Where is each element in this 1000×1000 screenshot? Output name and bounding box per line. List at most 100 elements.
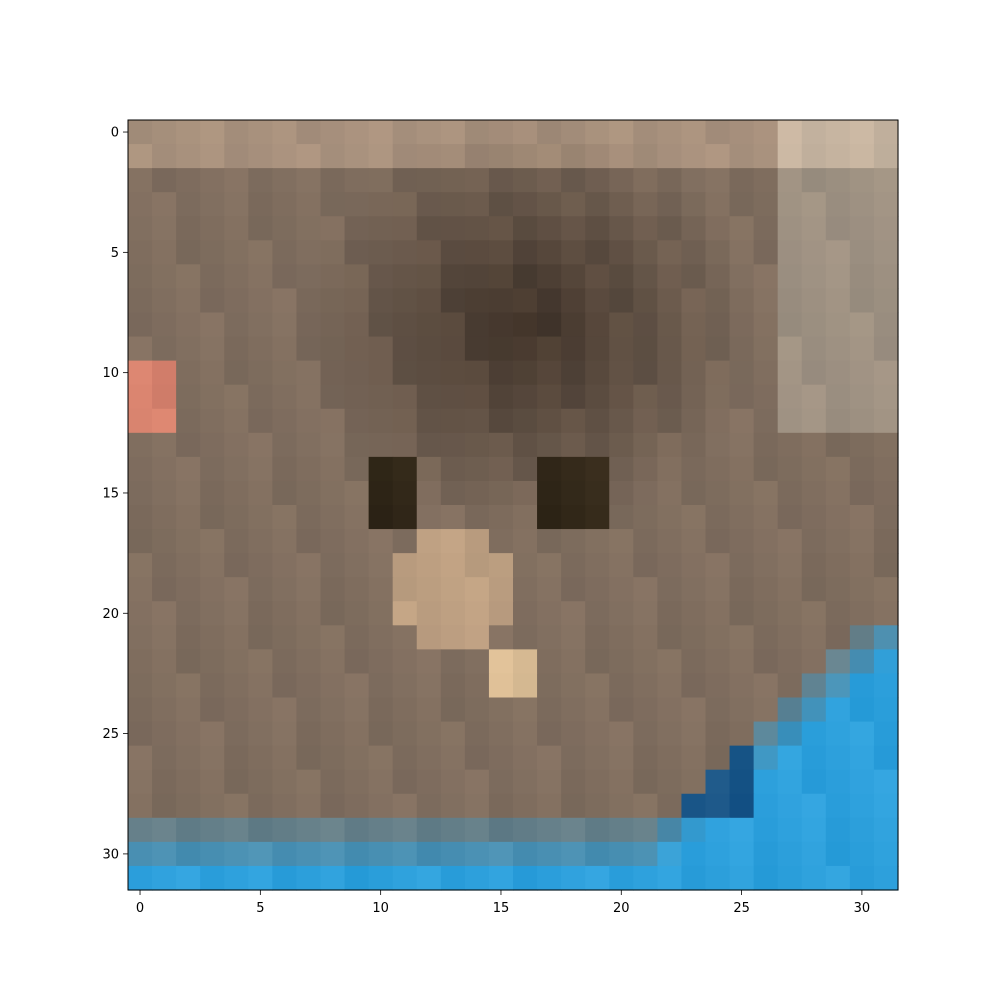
pixel-cell: [873, 360, 899, 386]
pixel-cell: [609, 697, 634, 723]
pixel-cell: [777, 793, 803, 819]
pixel-cell: [729, 192, 755, 217]
pixel-cell: [825, 553, 851, 578]
pixel-cell: [248, 865, 273, 891]
pixel-cell: [296, 192, 322, 217]
pixel-cell: [513, 673, 538, 699]
pixel-cell: [200, 817, 225, 843]
pixel-cell: [729, 264, 755, 290]
pixel-cell: [609, 817, 634, 843]
pixel-cell: [296, 240, 322, 265]
pixel-cell: [585, 697, 610, 723]
pixel-cell: [873, 192, 899, 217]
pixel-cell: [344, 697, 370, 723]
pixel-cell: [609, 865, 634, 891]
pixel-cell: [296, 264, 322, 290]
pixel-cell: [705, 264, 731, 290]
pixel-cell: [681, 745, 707, 771]
pixel-cell: [729, 408, 755, 434]
pixel-cell: [320, 456, 346, 482]
pixel-cell: [200, 168, 225, 193]
pixel-cell: [513, 336, 538, 362]
pixel-cell: [777, 625, 803, 650]
pixel-cell: [729, 673, 755, 699]
pixel-cell: [224, 144, 249, 169]
pixel-cell: [128, 505, 153, 530]
pixel-cell: [777, 120, 803, 145]
pixel-cell: [440, 336, 466, 362]
pixel-cell: [368, 312, 394, 338]
pixel-cell: [320, 817, 346, 843]
pixel-cell: [537, 625, 562, 650]
pixel-cell: [729, 312, 755, 338]
pixel-cell: [537, 793, 562, 819]
pixel-cell: [729, 336, 755, 362]
pixel-cell: [825, 769, 851, 795]
pixel-cell: [681, 120, 707, 145]
pixel-cell: [561, 793, 586, 819]
pixel-cell: [849, 865, 875, 891]
pixel-cell: [609, 120, 634, 145]
pixel-cell: [176, 192, 201, 217]
pixel-cell: [272, 240, 298, 265]
pixel-cell: [705, 312, 731, 338]
pixel-cell: [152, 721, 177, 747]
pixel-cell: [849, 264, 875, 290]
pixel-cell: [729, 384, 755, 410]
pixel-cell: [200, 456, 225, 482]
pixel-cell: [416, 577, 442, 602]
pixel-cell: [681, 216, 707, 241]
pixel-cell: [176, 601, 201, 626]
pixel-cell: [176, 168, 201, 193]
pixel-cell: [585, 216, 610, 241]
pixel-cell: [488, 432, 514, 458]
pixel-cell: [440, 673, 466, 699]
pixel-cell: [513, 168, 538, 193]
pixel-cell: [753, 865, 779, 891]
pixel-cell: [128, 577, 153, 602]
pixel-cell: [464, 384, 490, 410]
pixel-cell: [873, 841, 899, 867]
pixel-cell: [825, 817, 851, 843]
pixel-cell: [296, 144, 322, 169]
pixel-cell: [801, 505, 827, 530]
pixel-cell: [368, 384, 394, 410]
pixel-cell: [344, 432, 370, 458]
pixel-cell: [561, 408, 586, 434]
pixel-cell: [296, 793, 322, 819]
pixel-cell: [537, 312, 562, 338]
pixel-cell: [128, 817, 153, 843]
pixel-cell: [272, 697, 298, 723]
pixel-cell: [585, 312, 610, 338]
pixel-cell: [368, 336, 394, 362]
pixel-cell: [128, 673, 153, 699]
pixel-cell: [849, 817, 875, 843]
pixel-cell: [392, 240, 418, 265]
pixel-cell: [248, 697, 273, 723]
pixel-cell: [585, 625, 610, 650]
pixel-cell: [729, 721, 755, 747]
pixel-cell: [537, 192, 562, 217]
pixel-cell: [753, 192, 779, 217]
pixel-cell: [633, 697, 658, 723]
pixel-cell: [392, 745, 418, 771]
pixel-cell: [633, 312, 658, 338]
pixel-cell: [873, 264, 899, 290]
pixel-cell: [176, 745, 201, 771]
pixel-cell: [296, 553, 322, 578]
pixel-cell: [633, 793, 658, 819]
pixel-cell: [849, 769, 875, 795]
pixel-cell: [681, 649, 707, 675]
pixel-cell: [681, 817, 707, 843]
pixel-cell: [416, 625, 442, 650]
pixel-cell: [296, 168, 322, 193]
pixel-cell: [609, 288, 634, 314]
pixel-cell: [128, 697, 153, 723]
pixel-cell: [633, 625, 658, 650]
pixel-cell: [585, 264, 610, 290]
pixel-cell: [416, 553, 442, 578]
pixel-cell: [873, 817, 899, 843]
pixel-cell: [224, 288, 249, 314]
pixel-cell: [873, 793, 899, 819]
x-tick-label: 25: [733, 901, 750, 916]
